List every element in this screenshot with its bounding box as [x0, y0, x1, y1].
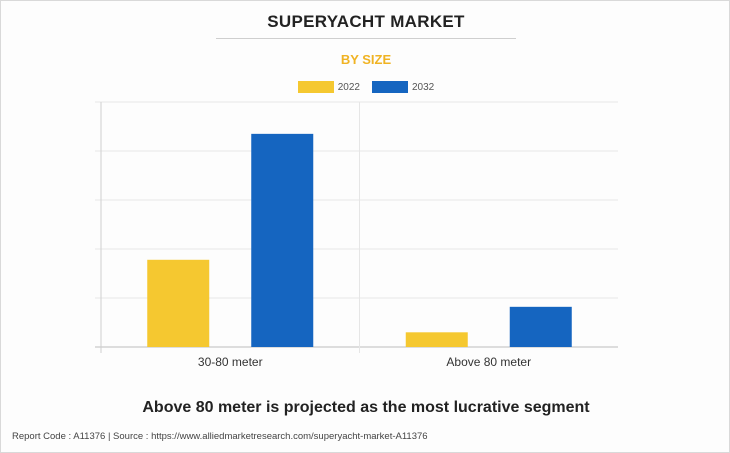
legend-swatch-2022 [297, 81, 334, 93]
legend-item-2032[interactable]: 2032 [372, 81, 434, 93]
bar-2022-above-80-meter [405, 332, 468, 347]
chart-caption: Above 80 meter is projected as the most … [142, 399, 590, 416]
legend-label-2022: 2022 [337, 81, 360, 93]
title-divider [216, 38, 516, 39]
legend: 2022 2032 [1, 81, 729, 93]
legend-label-2032: 2032 [412, 81, 435, 93]
x-tick-label: 30-80 meter [198, 355, 263, 369]
bar-2032-above-80-meter [509, 306, 572, 347]
chart-subtitle: BY SIZE [340, 52, 392, 67]
chart-title: SUPERYACHT MARKET [267, 12, 465, 31]
bar-2032-30-80-meter [251, 133, 314, 347]
legend-swatch-2032 [372, 81, 408, 93]
report-footer: Report Code : A11376 | Source : https://… [12, 431, 428, 442]
legend-item-2022[interactable]: 2022 [297, 81, 360, 93]
bar-2022-30-80-meter [147, 259, 210, 347]
x-tick-label: Above 80 meter [446, 355, 531, 369]
